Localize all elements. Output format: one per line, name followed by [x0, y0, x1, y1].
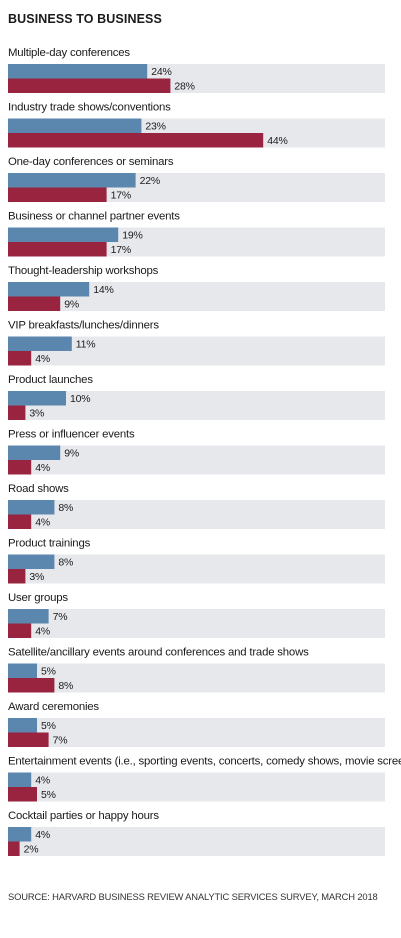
- bar-series-1: [8, 282, 90, 297]
- bar-series-1: [8, 336, 72, 351]
- bar-series-1: [8, 445, 61, 460]
- category-label: One-day conferences or seminars: [8, 156, 174, 168]
- value-label-series-2: 8%: [58, 680, 73, 692]
- bar-track: [8, 663, 385, 693]
- value-label-series-1: 11%: [76, 339, 96, 351]
- bar-series-2: [8, 405, 26, 420]
- value-label-series-1: 4%: [35, 829, 50, 841]
- bar-series-1: [8, 772, 32, 787]
- bar-series-2: [8, 242, 107, 257]
- category-label: Thought-leadership workshops: [8, 265, 159, 277]
- bar-track: [8, 445, 385, 475]
- value-label-series-2: 3%: [29, 408, 44, 420]
- value-label-series-2: 5%: [41, 789, 56, 801]
- chart-title: BUSINESS TO BUSINESS: [8, 12, 162, 26]
- category-label: User groups: [8, 592, 68, 604]
- bar-series-1: [8, 827, 32, 842]
- value-label-series-2: 17%: [111, 190, 131, 202]
- source-note: SOURCE: HARVARD BUSINESS REVIEW ANALYTIC…: [8, 891, 378, 902]
- value-label-series-1: 8%: [58, 557, 73, 569]
- value-label-series-2: 7%: [53, 735, 68, 747]
- bar-series-2: [8, 78, 171, 93]
- bar-track: [8, 500, 385, 529]
- value-label-series-1: 5%: [41, 720, 56, 732]
- bar-track: [8, 772, 385, 802]
- value-label-series-1: 7%: [53, 611, 68, 623]
- value-label-series-1: 9%: [64, 448, 79, 460]
- category-label: Product trainings: [8, 538, 91, 550]
- bar-series-2: [8, 841, 20, 856]
- category-label: Product launches: [8, 374, 93, 386]
- bar-series-1: [8, 500, 55, 515]
- value-label-series-1: 24%: [151, 66, 171, 78]
- bar-series-1: [8, 118, 142, 133]
- bar-series-1: [8, 554, 55, 569]
- value-label-series-1: 14%: [93, 284, 113, 296]
- value-label-series-2: 44%: [267, 135, 287, 147]
- bar-series-1: [8, 173, 136, 188]
- category-label: Multiple-day conferences: [8, 47, 130, 59]
- bar-series-2: [8, 678, 55, 693]
- category-label: Award ceremonies: [8, 701, 99, 713]
- value-label-series-1: 8%: [58, 502, 73, 514]
- bar-series-2: [8, 623, 32, 638]
- value-label-series-1: 22%: [140, 175, 160, 187]
- value-label-series-2: 9%: [64, 299, 79, 311]
- value-label-series-2: 4%: [35, 517, 50, 529]
- bar-series-2: [8, 569, 26, 584]
- bar-series-2: [8, 133, 264, 148]
- bar-series-1: [8, 227, 119, 242]
- bar-track: [8, 609, 385, 638]
- bar-series-2: [8, 351, 32, 366]
- category-label: Business or channel partner events: [8, 211, 180, 223]
- bar-track: [8, 554, 385, 584]
- category-label: Satellite/ancillary events around confer…: [8, 647, 309, 659]
- value-label-series-2: 2%: [24, 844, 39, 856]
- bar-series-1: [8, 718, 37, 733]
- bar-series-2: [8, 787, 37, 802]
- bar-track: [8, 827, 385, 856]
- value-label-series-1: 23%: [145, 121, 165, 133]
- value-label-series-2: 3%: [29, 571, 44, 583]
- bar-series-2: [8, 460, 32, 475]
- value-label-series-2: 4%: [35, 462, 50, 474]
- value-label-series-1: 10%: [70, 393, 90, 405]
- category-label: Industry trade shows/conventions: [8, 102, 171, 114]
- bar-series-1: [8, 64, 148, 79]
- bar-track: [8, 391, 385, 420]
- category-label: Road shows: [8, 483, 69, 495]
- value-label-series-1: 4%: [35, 775, 50, 787]
- category-label: Cocktail parties or happy hours: [8, 810, 159, 822]
- bar-series-2: [8, 732, 49, 747]
- value-label-series-2: 17%: [111, 244, 131, 256]
- category-label: Entertainment events (i.e., sporting eve…: [8, 756, 401, 768]
- bar-series-2: [8, 514, 32, 529]
- bar-series-2: [8, 187, 107, 202]
- bar-series-2: [8, 296, 61, 311]
- bar-series-1: [8, 391, 66, 406]
- value-label-series-1: 19%: [122, 230, 142, 242]
- value-label-series-2: 28%: [174, 81, 194, 93]
- category-label: Press or influencer events: [8, 429, 135, 441]
- value-label-series-1: 5%: [41, 666, 56, 678]
- value-label-series-2: 4%: [35, 626, 50, 638]
- bar-track: [8, 718, 385, 747]
- bar-chart: Multiple-day conferences 24%28%Industry t…: [8, 47, 401, 856]
- bar-series-1: [8, 663, 37, 678]
- bar-series-1: [8, 609, 49, 624]
- value-label-series-2: 4%: [35, 353, 50, 365]
- category-label: VIP breakfasts/lunches/dinners: [8, 320, 159, 332]
